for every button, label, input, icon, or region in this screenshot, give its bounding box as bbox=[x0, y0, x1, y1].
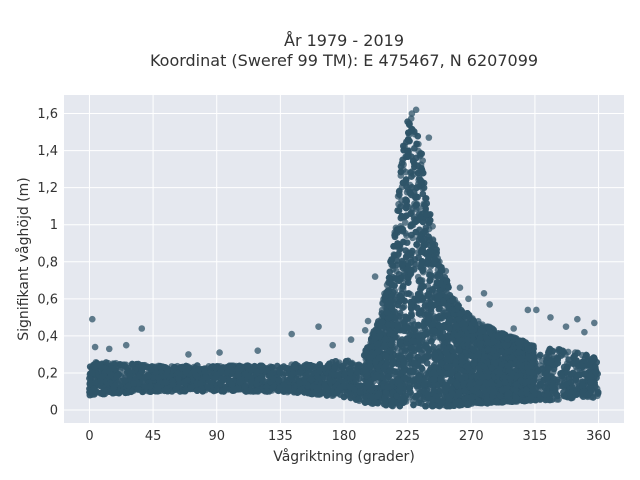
data-point bbox=[400, 303, 408, 310]
data-points bbox=[86, 106, 602, 410]
chart-title-line1: År 1979 - 2019 bbox=[284, 31, 404, 50]
data-point bbox=[419, 157, 426, 164]
chart-title-line2: Koordinat (Sweref 99 TM): E 475467, N 62… bbox=[150, 51, 538, 70]
data-point bbox=[564, 348, 572, 356]
data-point bbox=[401, 219, 409, 226]
